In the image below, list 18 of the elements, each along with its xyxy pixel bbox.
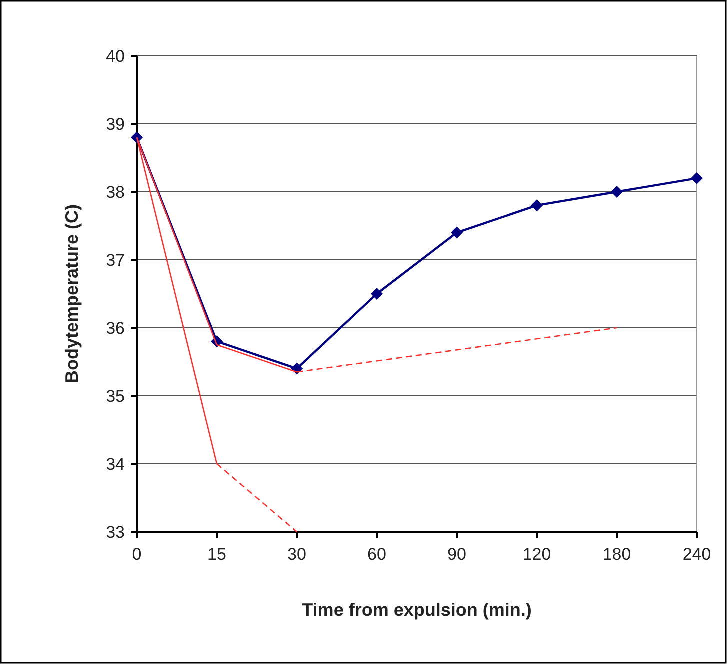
y-tick-label: 34: [106, 454, 125, 474]
x-axis-title: Time from expulsion (min.): [302, 600, 532, 620]
x-tick-label: 240: [682, 545, 712, 564]
x-tick-label: 15: [208, 545, 226, 564]
y-axis-title: Bodytemperature (C): [62, 204, 82, 384]
y-tick-label: 36: [106, 318, 125, 338]
x-tick-label: 0: [132, 545, 142, 564]
y-tick-label: 35: [106, 386, 125, 406]
x-tick-label: 60: [368, 545, 386, 564]
x-tick-label: 30: [288, 545, 306, 564]
y-tick-label: 37: [106, 250, 125, 270]
x-tick-label: 90: [448, 545, 466, 564]
x-tick-label: 180: [602, 545, 632, 564]
x-tick-label: 120: [522, 545, 552, 564]
y-tick-label: 33: [106, 522, 125, 542]
y-tick-label: 38: [106, 182, 125, 202]
y-tick-label: 39: [106, 114, 125, 134]
y-tick-label: 40: [106, 46, 125, 66]
